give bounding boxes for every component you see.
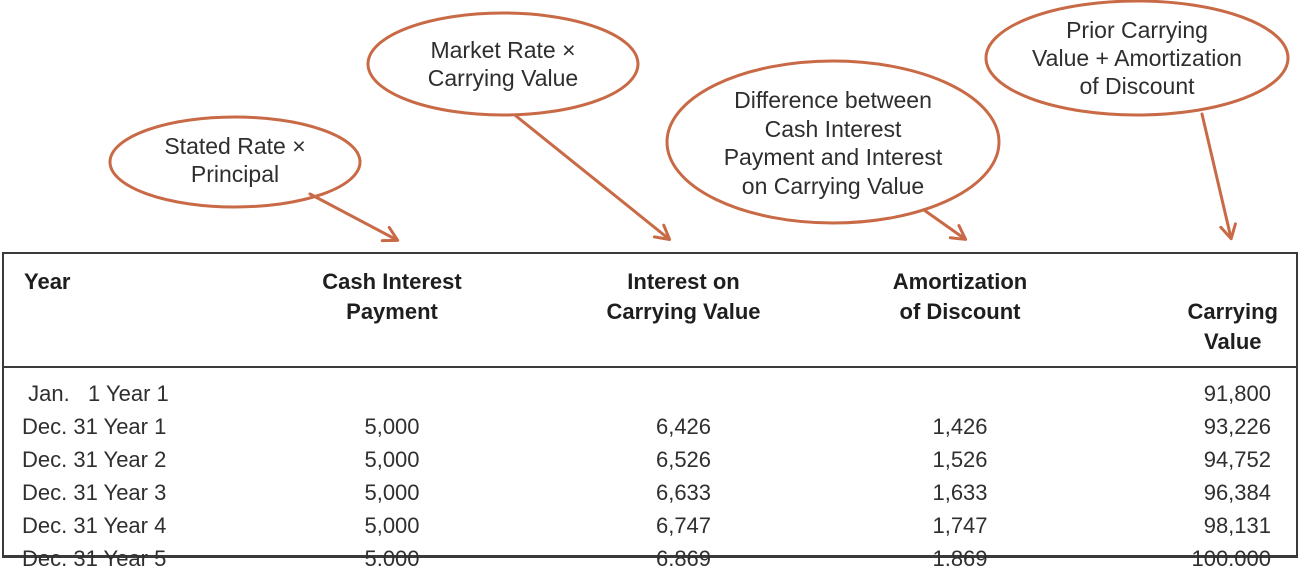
cell-interest-carrying: 6,526 xyxy=(655,446,712,472)
cell-amortization: 1,526 xyxy=(932,446,988,472)
cell-carrying-value: 91,800 xyxy=(1203,380,1271,406)
header-carrying-value: Carrying Value xyxy=(1100,254,1296,368)
callout-arrow-difference xyxy=(922,208,968,241)
table-row: Dec. 31 Year 4 5,000 6,747 1,747 98,131 xyxy=(4,509,1296,542)
cell-date: Dec. 31 Year 1 xyxy=(22,413,167,439)
cell-cash-interest: 5,000 xyxy=(364,479,420,505)
table-row: Dec. 31 Year 2 5,000 6,526 1,526 94,752 xyxy=(4,443,1296,476)
cell-carrying-value: 96,384 xyxy=(1203,479,1271,505)
cell-date: Dec. 31 Year 4 xyxy=(22,512,167,538)
cell-interest-carrying: 6,747 xyxy=(655,512,712,538)
cell-interest-carrying: 6,426 xyxy=(655,413,712,439)
cell-interest-carrying: 6,869 xyxy=(655,545,712,566)
callout-label-difference: Difference between Cash Interest Payment… xyxy=(723,87,943,199)
header-cash-interest-payment: Cash Interest Payment xyxy=(237,254,547,368)
cell-carrying-value: 100,000 xyxy=(1191,545,1271,566)
table-header-row: Year Cash Interest Payment Interest on C… xyxy=(4,254,1296,368)
cell-cash-interest: 5,000 xyxy=(364,413,420,439)
cell-carrying-value: 98,131 xyxy=(1203,512,1271,538)
cell-cash-interest xyxy=(237,367,547,410)
table-row: Dec. 31 Year 3 5,000 6,633 1,633 96,384 xyxy=(4,476,1296,509)
amortization-table-box: Year Cash Interest Payment Interest on C… xyxy=(2,252,1298,566)
callout-ellipse-difference xyxy=(665,59,1001,225)
cell-date: Dec. 31 Year 3 xyxy=(22,479,167,505)
cell-carrying-value: 94,752 xyxy=(1203,446,1271,472)
cell-amortization: 1,747 xyxy=(932,512,988,538)
cell-cash-interest: 5,000 xyxy=(364,545,420,566)
callout-label-prior-carrying: Prior Carrying Value + Amortization of D… xyxy=(1032,17,1242,99)
cell-amortization: 1,869 xyxy=(932,545,988,566)
cell-interest-carrying: 6,633 xyxy=(655,479,712,505)
header-amortization-of-discount: Amortization of Discount xyxy=(820,254,1100,368)
table-row: Dec. 31 Year 5 5,000 6,869 1,869 100,000 xyxy=(4,542,1296,566)
callout-arrow-prior-carrying xyxy=(1200,112,1237,241)
callout-ellipse-stated-rate xyxy=(108,115,362,209)
cell-cash-interest: 5,000 xyxy=(364,512,420,538)
header-interest-on-carrying-value: Interest on Carrying Value xyxy=(547,254,820,368)
callout-ellipse-market-rate xyxy=(366,11,640,117)
table-row: Jan. 1 Year 1 91,800 xyxy=(4,367,1296,410)
callout-label-market-rate: Market Rate × Carrying Value xyxy=(427,37,579,91)
cell-date: Jan. 1 Year 1 xyxy=(22,380,169,406)
cell-amortization: 1,426 xyxy=(932,413,988,439)
callout-arrow-stated-rate xyxy=(308,192,400,243)
callout-ellipse-prior-carrying xyxy=(984,0,1290,117)
cell-interest-carrying xyxy=(547,367,820,410)
cell-date: Dec. 31 Year 2 xyxy=(22,446,167,472)
callout-label-stated-rate: Stated Rate × Principal xyxy=(164,133,306,187)
cell-amortization xyxy=(820,367,1100,410)
header-year: Year xyxy=(4,254,237,368)
callout-arrow-market-rate xyxy=(514,114,672,241)
amortization-table: Year Cash Interest Payment Interest on C… xyxy=(4,254,1296,566)
cell-date: Dec. 31 Year 5 xyxy=(22,545,167,566)
table-row: Dec. 31 Year 1 5,000 6,426 1,426 93,226 xyxy=(4,410,1296,443)
cell-cash-interest: 5,000 xyxy=(364,446,420,472)
cell-amortization: 1,633 xyxy=(932,479,988,505)
cell-carrying-value: 93,226 xyxy=(1203,413,1271,439)
